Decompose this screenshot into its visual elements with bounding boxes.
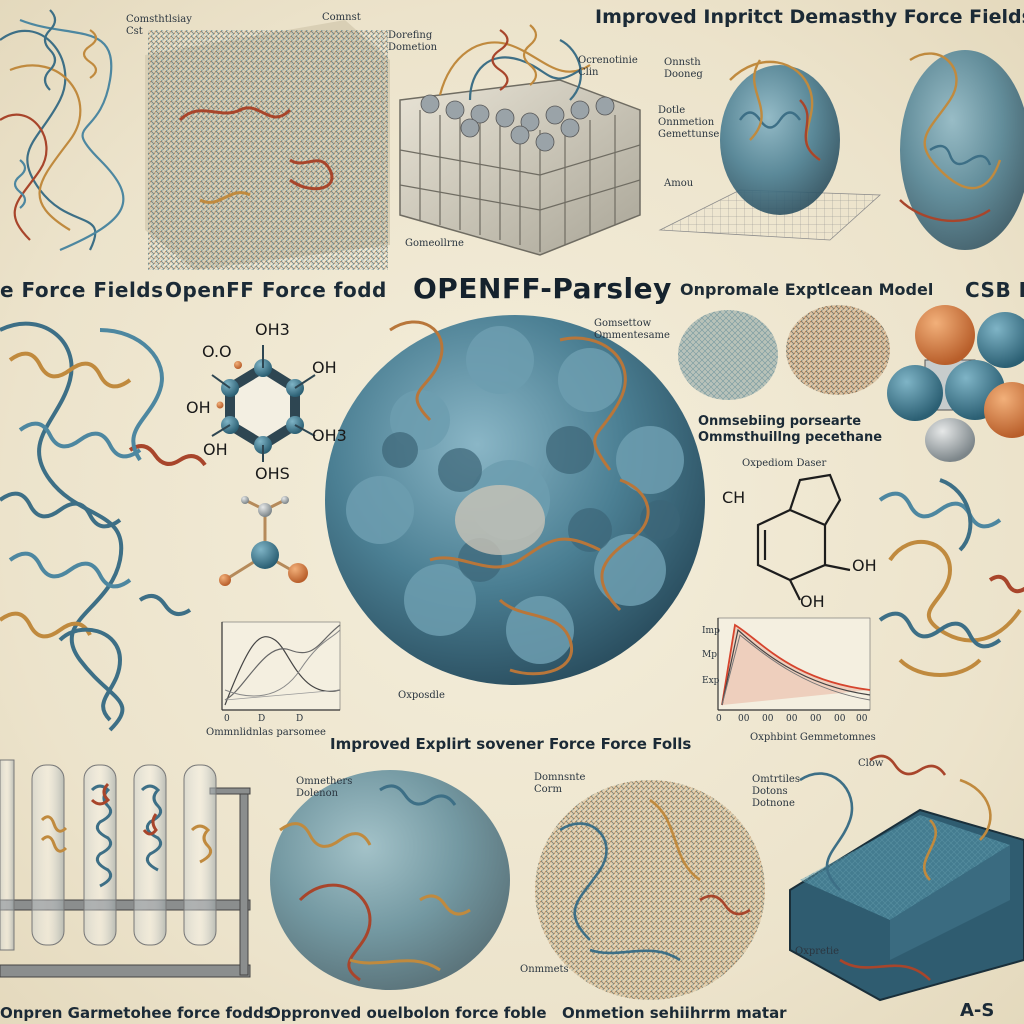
protein-cluster-top-right <box>900 50 1024 250</box>
test-tube-rack <box>0 760 250 977</box>
annotation: Oxphbint Gemmetomnes <box>750 732 876 743</box>
annotation: Ocrenotinie <box>578 55 638 66</box>
protein-ribbon-left <box>0 324 205 730</box>
protein-on-surface <box>660 60 880 240</box>
label-bottom-3: Onmetion sehiihrrm matar <box>562 1004 787 1022</box>
atom-label: OHS <box>255 464 290 483</box>
atom-label: OH <box>800 592 825 611</box>
label-openff-parsley: OPENFF-Parsley <box>413 272 672 305</box>
protein-cluster-bottom-2 <box>535 780 765 1000</box>
annotation: Oxposdle <box>398 690 445 701</box>
chart-left <box>222 622 340 710</box>
annotation: Onnmetion <box>658 117 714 128</box>
annotation: Oxpretie <box>795 946 839 957</box>
chart-right-xtick: 00 <box>738 714 749 724</box>
label-cutoff-right: CSB E <box>965 278 1024 302</box>
skeletal-molecule <box>758 475 850 600</box>
annotation: Gemettunse <box>658 129 719 140</box>
small-molecule-model <box>219 496 308 586</box>
annotation: Dometion <box>388 42 437 53</box>
chart-left-tick: D <box>296 714 303 724</box>
annotation: Ommnlidnlas parsomee <box>206 727 326 738</box>
annotation: Clin <box>578 67 599 78</box>
chart-right-xtick: 00 <box>762 714 773 724</box>
label-improved-explicit: Improved Explirt sovener Force Force Fol… <box>330 735 691 753</box>
label-force-fields-left: e Force Fields <box>0 278 164 302</box>
annotation: Oxpediom Daser <box>742 458 826 469</box>
annotation: Gomsettow <box>594 318 651 329</box>
protein-tangle-top-left <box>0 10 123 250</box>
annotation: Dotons <box>752 786 788 797</box>
annotation: Dorefing <box>388 30 432 41</box>
central-protein-blob <box>325 315 705 685</box>
chart-right-ytick: Imp <box>702 626 720 636</box>
label-optimized-model: Onpromale Exptlcean Model <box>680 280 933 299</box>
annotation: Onmmets <box>520 964 569 975</box>
atom-label: OH <box>852 556 877 575</box>
annotation: Dotle <box>658 105 685 116</box>
chart-right-xtick: 0 <box>716 714 722 724</box>
atom-model-large <box>887 305 1024 462</box>
annotation: Ommsthuillng pecethane <box>698 430 882 445</box>
annotation: Gomeollrne <box>405 238 464 249</box>
annotation: Dotnone <box>752 798 795 809</box>
annotation: Clow <box>858 758 883 769</box>
atom-label: OH <box>203 440 228 459</box>
annotation: Cst <box>126 26 143 37</box>
atom-label: OH3 <box>255 320 290 339</box>
label-bottom-2: Oppronved ouelbolon force foble <box>268 1004 547 1022</box>
atom-label: OH <box>312 358 337 377</box>
atom-label: OH3 <box>312 426 347 445</box>
chart-left-tick: D <box>258 714 265 724</box>
atom-label: CH <box>722 488 745 507</box>
annotation: Amou <box>664 178 693 189</box>
solvent-box-cube <box>145 20 390 270</box>
solvent-clusters <box>678 305 890 400</box>
chart-right-xtick: 00 <box>834 714 845 724</box>
annotation: Ommentesame <box>594 330 670 341</box>
chart-right-ytick: Exp <box>702 676 719 686</box>
annotation: Corm <box>534 784 562 795</box>
annotation: Onnsth <box>664 57 701 68</box>
chart-right-xtick: 00 <box>810 714 821 724</box>
annotation: Comsthtlsiay <box>126 14 192 25</box>
label-bottom-4: A-S <box>960 1000 994 1021</box>
membrane-slab <box>790 756 1024 1000</box>
label-openff-force-field: OpenFF Force fodd <box>165 278 387 302</box>
annotation: Domnsnte <box>534 772 585 783</box>
annotation: Omtrtiles <box>752 774 800 785</box>
annotation: Onmsebiing porsearte <box>698 414 861 429</box>
annotation: Omnethers <box>296 776 352 787</box>
atom-label: O.O <box>202 342 232 361</box>
chart-right-xtick: 00 <box>786 714 797 724</box>
atom-label: OH <box>186 398 211 417</box>
protein-ribbon-right <box>880 480 1024 675</box>
chart-left-tick: 0 <box>224 714 230 724</box>
label-bottom-1: Onpren Garmetohee force fodds <box>0 1004 273 1022</box>
annotation: Comnst <box>322 12 361 23</box>
chart-right-xtick: 00 <box>856 714 867 724</box>
annotation: Dolenon <box>296 788 338 799</box>
chart-right-ytick: Mp <box>702 650 717 660</box>
headline-title: Improved Inpritct Demasthy Force Fields … <box>595 6 1024 28</box>
chart-right <box>718 618 870 710</box>
annotation: Dooneg <box>664 69 703 80</box>
protein-cluster-bottom-1 <box>270 770 510 990</box>
